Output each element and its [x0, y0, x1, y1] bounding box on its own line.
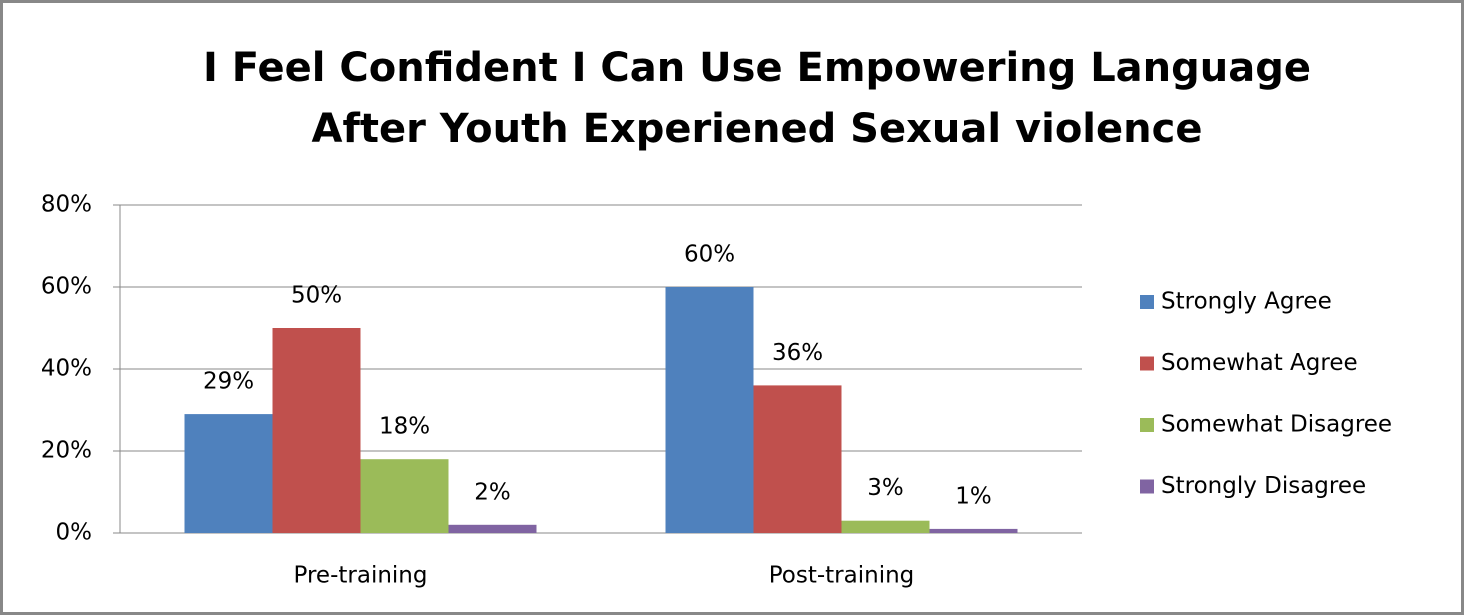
bar [272, 328, 361, 533]
data-label: 3% [867, 475, 904, 501]
y-tick-label: 80% [41, 192, 92, 218]
y-tick-label: 40% [41, 356, 92, 382]
y-tick-label: 20% [41, 438, 92, 464]
bar [929, 528, 1018, 533]
chart-title: After Youth Experiened Sexual violence [312, 106, 1203, 152]
legend-swatch [1140, 479, 1154, 494]
legend-swatch [1140, 356, 1154, 371]
legend-swatch [1140, 418, 1154, 432]
legend-label: Strongly Agree [1161, 289, 1332, 315]
bar [360, 459, 449, 533]
bar [841, 520, 930, 533]
y-tick-label: 0% [56, 520, 93, 546]
bar [753, 385, 842, 533]
y-tick-label: 60% [41, 274, 92, 300]
legend-label: Somewhat Agree [1161, 350, 1358, 376]
x-tick-label: Post-training [769, 563, 915, 589]
chart-title: I Feel Confident I Can Use Empowering La… [203, 45, 1311, 91]
data-label: 36% [772, 340, 823, 366]
data-label: 60% [684, 242, 735, 268]
data-label: 50% [291, 283, 342, 309]
data-label: 2% [474, 479, 511, 505]
legend-swatch [1140, 295, 1154, 309]
bar [448, 524, 537, 533]
data-label: 1% [955, 483, 992, 509]
bar [665, 287, 754, 533]
x-tick-label: Pre-training [294, 563, 428, 589]
bar [184, 414, 273, 533]
legend-label: Somewhat Disagree [1161, 412, 1392, 438]
legend-label: Strongly Disagree [1161, 473, 1366, 499]
data-label: 29% [203, 369, 254, 395]
data-label: 18% [379, 414, 430, 440]
